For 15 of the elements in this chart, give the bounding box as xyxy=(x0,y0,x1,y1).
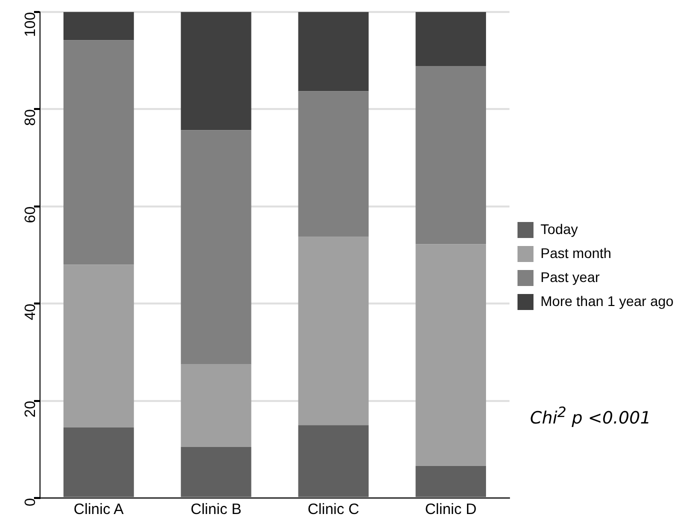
y-tick-label: 0 xyxy=(22,498,40,506)
x-tick-label: Clinic B xyxy=(190,501,242,518)
x-tick-label: Clinic C xyxy=(308,501,360,518)
y-tick-label: 40 xyxy=(22,304,40,320)
legend-label: Past year xyxy=(540,268,600,285)
x-tick-label: Clinic A xyxy=(74,501,124,518)
legend-label: Past month xyxy=(540,244,612,261)
y-tick-label: 100 xyxy=(22,12,40,38)
x-tick-label: Clinic D xyxy=(424,501,477,518)
y-tick-label: 80 xyxy=(22,109,40,126)
text: Chi$^{2}$ p <0.001 xyxy=(530,405,651,429)
legend-label: More than 1 year ago xyxy=(540,292,674,309)
y-tick-label: 60 xyxy=(22,206,40,224)
y-tick-label: 20 xyxy=(22,400,40,418)
legend-label: Today xyxy=(540,220,578,237)
